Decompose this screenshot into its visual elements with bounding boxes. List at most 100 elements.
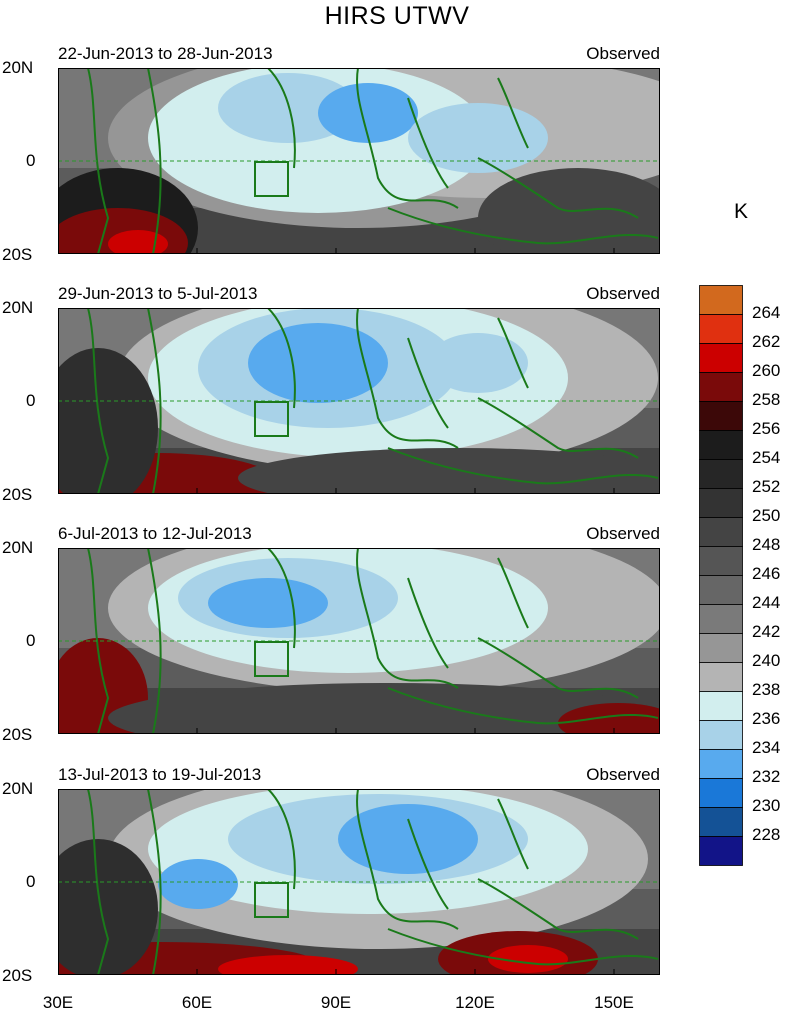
colorbar-level-label: 264: [752, 303, 781, 322]
colorbar-swatch: [699, 662, 743, 692]
coastline: [477, 637, 639, 699]
contour-region: [338, 804, 478, 874]
coastline: [477, 157, 639, 219]
coastline: [407, 577, 449, 669]
region-box: [254, 882, 289, 918]
colorbar-level-label: 254: [752, 448, 781, 467]
coastline: [267, 547, 296, 649]
map-panel-4: 13-Jul-2013 to 19-Jul-2013 Observed: [0, 765, 660, 987]
lat-label-20s: 20S: [2, 485, 33, 504]
colorbar-level-label: 228: [752, 825, 781, 844]
lon-label-90e: 90E: [320, 993, 352, 1012]
map-frame: [58, 308, 660, 494]
contour-region: [428, 333, 528, 393]
coastline: [407, 818, 449, 910]
lat-label-0: 0: [26, 631, 36, 650]
coastline: [356, 67, 459, 209]
colorbar: [699, 285, 743, 866]
colorbar-swatch: [699, 488, 743, 518]
map-frame: [58, 789, 660, 975]
lon-label-30e: 30E: [42, 993, 74, 1012]
panel-label: Observed: [586, 44, 660, 63]
colorbar-level-label: 248: [752, 535, 781, 554]
map-frame: [58, 68, 660, 254]
units-label: K: [734, 200, 749, 223]
colorbar-level-label: 256: [752, 419, 781, 438]
coastline: [147, 67, 162, 255]
panel-label: Observed: [586, 284, 660, 303]
region-box: [254, 641, 289, 677]
coastline: [497, 798, 529, 870]
colorbar-level-label: 232: [752, 767, 781, 786]
coastline: [356, 788, 459, 930]
coastline: [147, 307, 162, 495]
contour-region: [38, 839, 158, 979]
colorbar-level-label: 236: [752, 709, 781, 728]
coastline: [387, 687, 659, 725]
colorbar-level-label: 260: [752, 361, 781, 380]
contour-map: [48, 523, 678, 758]
coastline: [87, 788, 110, 976]
contour-region: [208, 578, 328, 628]
panel-date-range: 22-Jun-2013 to 28-Jun-2013: [58, 44, 273, 63]
colorbar-swatch: [699, 575, 743, 605]
colorbar-swatch: [699, 778, 743, 808]
colorbar-swatch: [699, 604, 743, 634]
map-frame: [58, 548, 660, 734]
lat-label-20n: 20N: [2, 298, 34, 317]
lat-label-20n: 20N: [2, 58, 34, 77]
coastline: [387, 928, 659, 966]
lon-label-60e: 60E: [181, 993, 213, 1012]
lat-label-0: 0: [26, 151, 36, 170]
colorbar-swatch: [699, 807, 743, 837]
contour-region: [38, 348, 158, 508]
colorbar-swatch: [699, 285, 743, 315]
contour-map: [38, 48, 718, 288]
colorbar-swatch: [699, 836, 743, 866]
coastline: [477, 397, 639, 459]
region-box: [254, 401, 289, 437]
coastline: [407, 337, 449, 429]
contour-map: [0, 769, 660, 987]
colorbar-swatch: [699, 749, 743, 779]
colorbar-swatch: [699, 372, 743, 402]
colorbar-level-label: 242: [752, 622, 781, 641]
contour-map: [38, 283, 678, 513]
colorbar-level-label: 262: [752, 332, 781, 351]
coastline: [477, 878, 639, 940]
colorbar-swatch: [699, 546, 743, 576]
colorbar-swatch: [699, 720, 743, 750]
contour-region: [488, 945, 568, 973]
colorbar-level-label: 230: [752, 796, 781, 815]
map-panel-2: 29-Jun-2013 to 5-Jul-2013 Observed: [38, 283, 678, 513]
lat-label-0: 0: [26, 872, 36, 891]
coastline: [356, 307, 459, 449]
contour-region: [158, 859, 238, 909]
colorbar-swatch: [699, 314, 743, 344]
coastline: [87, 547, 110, 735]
colorbar-level-label: 234: [752, 738, 781, 757]
lat-label-20s: 20S: [2, 245, 33, 264]
panel-label: Observed: [586, 524, 660, 543]
contour-region: [248, 323, 388, 403]
coastline: [497, 77, 529, 149]
colorbar-swatch: [699, 517, 743, 547]
colorbar-level-label: 238: [752, 680, 781, 699]
lon-label-120e: 120E: [455, 993, 495, 1012]
coastline: [267, 67, 296, 169]
coastline: [356, 547, 459, 689]
panel-date-range: 29-Jun-2013 to 5-Jul-2013: [58, 284, 258, 303]
coastline: [497, 557, 529, 629]
coastline: [147, 788, 162, 976]
coastline: [87, 307, 110, 495]
coastline: [497, 317, 529, 389]
coastline: [267, 788, 296, 890]
colorbar-swatch: [699, 343, 743, 373]
coastline: [407, 97, 449, 189]
colorbar-level-label: 258: [752, 390, 781, 409]
panel-date-range: 13-Jul-2013 to 19-Jul-2013: [58, 765, 262, 784]
figure-title: HIRS UTWV: [324, 2, 470, 30]
contour-region: [318, 83, 418, 143]
colorbar-swatch: [699, 459, 743, 489]
coastline: [387, 207, 659, 245]
